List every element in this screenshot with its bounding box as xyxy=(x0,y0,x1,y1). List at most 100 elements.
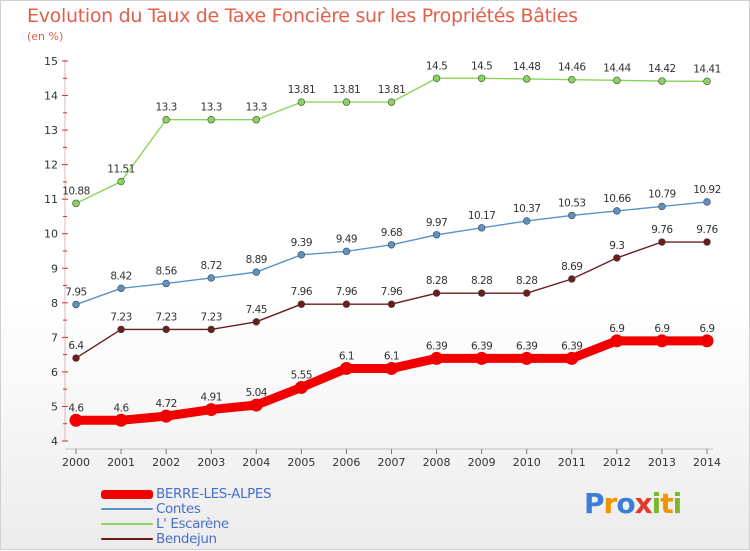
data-label-contes: 10.53 xyxy=(558,197,586,209)
data-point-berre-les-alpes xyxy=(655,334,669,348)
data-point-contes xyxy=(613,207,621,215)
y-tick-label: 15 xyxy=(44,55,58,68)
data-point-bendejun xyxy=(162,325,170,334)
data-point-contes xyxy=(658,202,666,211)
data-point-berre-les-alpes xyxy=(159,409,173,423)
data-label-bendejun: 8.28 xyxy=(426,275,447,287)
data-label-l-escar-ne: 14.41 xyxy=(693,63,721,75)
y-tick-label: 7 xyxy=(51,331,58,344)
data-point-bendejun xyxy=(432,289,441,297)
y-tick-label: 11 xyxy=(44,193,58,206)
y-tick-label: 12 xyxy=(44,159,58,172)
x-tick-label: 2011 xyxy=(558,456,586,469)
data-point-l-escar-ne xyxy=(613,76,621,85)
data-label-l-escar-ne: 14.48 xyxy=(513,61,541,73)
data-point-contes xyxy=(117,284,125,293)
data-label-contes: 9.97 xyxy=(426,217,447,229)
x-tick-label: 2010 xyxy=(513,456,541,469)
data-point-berre-les-alpes xyxy=(114,413,128,427)
data-label-contes: 10.17 xyxy=(468,210,496,222)
data-point-contes xyxy=(432,231,441,239)
data-point-berre-les-alpes xyxy=(430,351,444,365)
data-label-l-escar-ne: 13.3 xyxy=(155,102,176,114)
data-point-berre-les-alpes xyxy=(385,361,398,375)
data-label-berre-les-alpes: 5.55 xyxy=(291,369,312,381)
data-point-contes xyxy=(703,198,711,206)
x-tick-label: 2004 xyxy=(242,456,270,469)
y-tick-label: 9 xyxy=(51,262,58,275)
data-point-berre-les-alpes xyxy=(204,403,218,417)
data-label-l-escar-ne: 13.81 xyxy=(288,84,316,96)
legend-label: BERRE-LES-ALPES xyxy=(156,486,272,502)
data-point-contes xyxy=(568,211,576,220)
data-point-bendejun xyxy=(658,238,666,246)
data-label-bendejun: 7.23 xyxy=(155,311,176,323)
logo-letter: i xyxy=(651,487,662,520)
legend-swatch xyxy=(101,538,153,540)
data-point-contes xyxy=(342,247,351,256)
data-label-bendejun: 8.69 xyxy=(561,261,582,273)
data-point-bendejun xyxy=(568,275,576,283)
chart-subtitle: (en %) xyxy=(27,30,64,43)
data-label-berre-les-alpes: 6.9 xyxy=(609,323,624,335)
data-label-bendejun: 7.45 xyxy=(246,304,267,316)
data-label-l-escar-ne: 14.46 xyxy=(558,62,586,74)
x-tick-label: 2000 xyxy=(62,456,90,469)
logo-letter: r xyxy=(603,487,618,520)
data-point-bendejun xyxy=(342,300,351,308)
legend-swatch xyxy=(101,508,153,510)
data-label-l-escar-ne: 13.81 xyxy=(333,84,361,96)
data-label-bendejun: 7.96 xyxy=(381,286,403,298)
data-label-berre-les-alpes: 6.1 xyxy=(384,350,399,362)
data-label-l-escar-ne: 14.5 xyxy=(426,60,447,72)
legend-swatch xyxy=(101,489,153,499)
data-label-l-escar-ne: 13.3 xyxy=(246,102,267,114)
data-point-berre-les-alpes xyxy=(475,351,489,365)
data-point-l-escar-ne xyxy=(703,77,711,86)
data-label-l-escar-ne: 14.44 xyxy=(603,62,631,74)
data-label-contes: 8.89 xyxy=(246,254,267,266)
data-point-berre-les-alpes xyxy=(565,351,579,365)
data-point-berre-les-alpes xyxy=(700,334,714,348)
data-point-contes xyxy=(387,241,396,249)
data-label-bendejun: 7.96 xyxy=(336,286,358,298)
data-point-l-escar-ne xyxy=(297,98,306,106)
data-label-bendejun: 8.28 xyxy=(516,275,537,287)
x-tick-label: 2002 xyxy=(152,456,180,469)
data-label-berre-les-alpes: 6.39 xyxy=(471,340,492,352)
data-label-bendejun: 7.96 xyxy=(291,286,313,298)
data-label-berre-les-alpes: 6.1 xyxy=(339,350,354,362)
data-label-berre-les-alpes: 4.6 xyxy=(68,402,84,414)
data-point-l-escar-ne xyxy=(207,116,215,124)
data-label-l-escar-ne: 13.81 xyxy=(378,84,406,96)
data-label-contes: 10.92 xyxy=(693,184,721,196)
data-point-l-escar-ne xyxy=(658,77,666,85)
data-point-bendejun xyxy=(477,289,486,297)
y-tick-label: 14 xyxy=(44,90,58,103)
data-label-bendejun: 8.28 xyxy=(471,275,492,287)
data-point-berre-les-alpes xyxy=(339,361,353,375)
x-tick-label: 2014 xyxy=(693,456,721,469)
logo-letter: o xyxy=(616,487,635,520)
x-tick-label: 2005 xyxy=(287,456,315,469)
data-label-contes: 8.72 xyxy=(201,260,222,272)
data-label-berre-les-alpes: 6.39 xyxy=(561,340,582,352)
data-point-bendejun xyxy=(72,354,80,362)
logo-letter: i xyxy=(672,487,683,520)
logo-letter: x xyxy=(634,487,653,520)
data-point-bendejun xyxy=(117,325,125,334)
data-label-berre-les-alpes: 5.04 xyxy=(246,387,268,399)
data-label-berre-les-alpes: 6.39 xyxy=(516,340,537,352)
data-point-bendejun xyxy=(703,238,711,246)
data-point-l-escar-ne xyxy=(72,199,80,208)
y-tick-label: 8 xyxy=(51,297,58,310)
data-point-l-escar-ne xyxy=(432,74,441,82)
legend-label: L' Escarène xyxy=(156,516,229,532)
data-point-l-escar-ne xyxy=(387,98,396,106)
data-label-contes: 9.68 xyxy=(381,227,402,239)
data-label-berre-les-alpes: 4.91 xyxy=(201,392,222,404)
x-tick-label: 2001 xyxy=(107,456,135,469)
y-tick-label: 5 xyxy=(51,400,58,413)
